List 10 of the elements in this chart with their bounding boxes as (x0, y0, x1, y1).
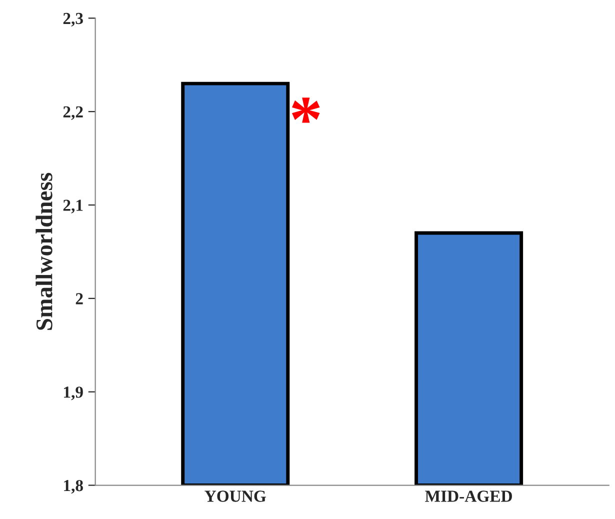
y-tick-label: 1,9 (64, 386, 83, 400)
y-tick-label: 2 (76, 293, 83, 304)
y-axis-title: Smallworldness (36, 172, 52, 330)
y-tick-label: 2,2 (63, 106, 83, 120)
annotation: * (292, 98, 320, 123)
x-tick-label: MID-AGED (425, 490, 512, 502)
y-tick-label: 2,1 (63, 200, 83, 214)
x-tick-label: YOUNG (204, 490, 266, 502)
y-tick-label: 1,8 (64, 480, 83, 494)
y-tick-label: 2,3 (63, 12, 83, 27)
